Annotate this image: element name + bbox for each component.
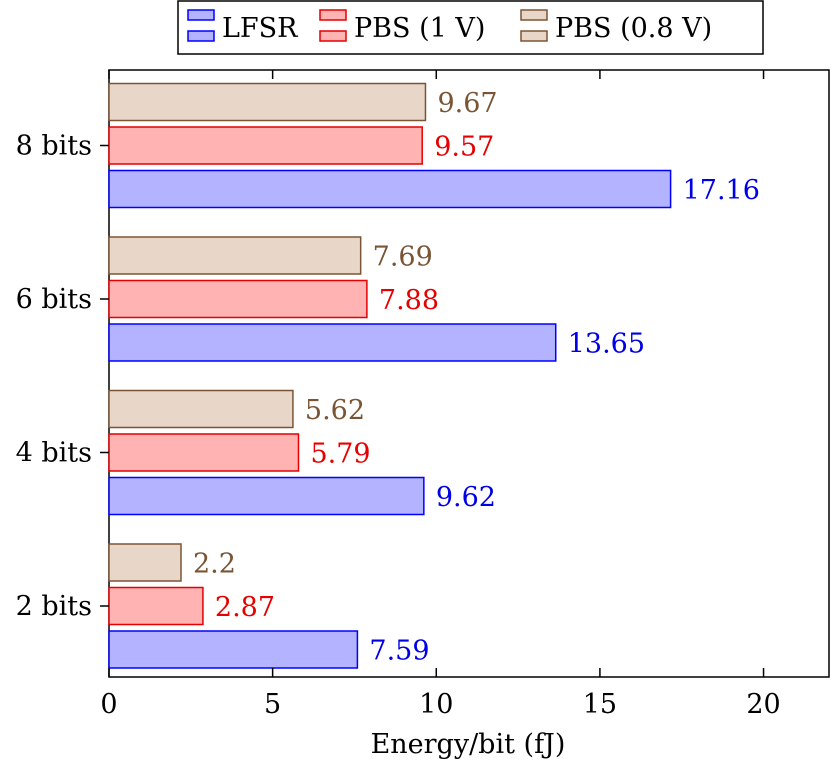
bars: 7.59 2.87 2.2 9.62 5.79 5.62 13.65 7.88 7.69 17.1… (108, 82, 760, 669)
bar (108, 169, 672, 209)
x-tick-label: 10 (419, 689, 453, 720)
data-label: 5.62 (305, 395, 365, 426)
bar (108, 279, 368, 319)
legend-swatch (520, 30, 548, 42)
data-label: 2.87 (215, 592, 275, 623)
data-label: 2.2 (193, 549, 236, 580)
data-label: 13.65 (568, 329, 645, 360)
bar (108, 323, 557, 362)
legend-entry: LFSR (187, 9, 298, 44)
data-label: 9.57 (434, 132, 494, 163)
legend-swatch (520, 9, 548, 21)
data-label: 9.67 (437, 88, 497, 119)
legend-label: LFSR (222, 13, 298, 44)
legend-swatch (187, 9, 215, 21)
y-tick-label: 4 bits (16, 438, 92, 469)
data-label: 9.62 (436, 482, 496, 513)
y-tick-label: 2 bits (16, 591, 92, 622)
data-label: 7.69 (373, 242, 433, 273)
y-tick-label: 6 bits (16, 284, 92, 315)
bar (108, 476, 425, 516)
legend-label: PBS (1 V) (354, 13, 485, 44)
y-tick-label: 8 bits (16, 131, 92, 162)
legend-swatch (319, 30, 347, 42)
legend-box (177, 0, 764, 55)
x-tick-label: 0 (100, 689, 117, 720)
legend-label: PBS (0.8 V) (555, 13, 712, 44)
data-label: 7.88 (379, 285, 439, 316)
bar (108, 586, 204, 626)
x-tick-label: 15 (583, 689, 617, 720)
bar (108, 543, 182, 582)
bar (108, 236, 362, 275)
x-tick-label: 20 (746, 689, 780, 720)
bar (108, 126, 423, 165)
bar (108, 82, 427, 122)
data-label: 7.59 (369, 636, 429, 667)
axes: 2 bits 4 bits 6 bits 8 bits 0 5 10 15 20 (16, 70, 781, 720)
plot-frame (108, 69, 830, 678)
legend: LFSR PBS (1 V) PBS (0.8 V) (177, 0, 764, 55)
x-tick-label: 5 (264, 689, 281, 720)
legend-entry: PBS (0.8 V) (520, 9, 712, 44)
x-axis-title: Energy/bit (fJ) (371, 729, 566, 760)
legend-swatch (319, 9, 347, 21)
bar (108, 630, 359, 669)
bar (108, 389, 294, 429)
bar (108, 433, 300, 472)
data-label: 17.16 (683, 175, 760, 206)
legend-entry: PBS (1 V) (319, 9, 485, 44)
legend-swatch (187, 30, 215, 42)
data-label: 5.79 (310, 439, 370, 470)
